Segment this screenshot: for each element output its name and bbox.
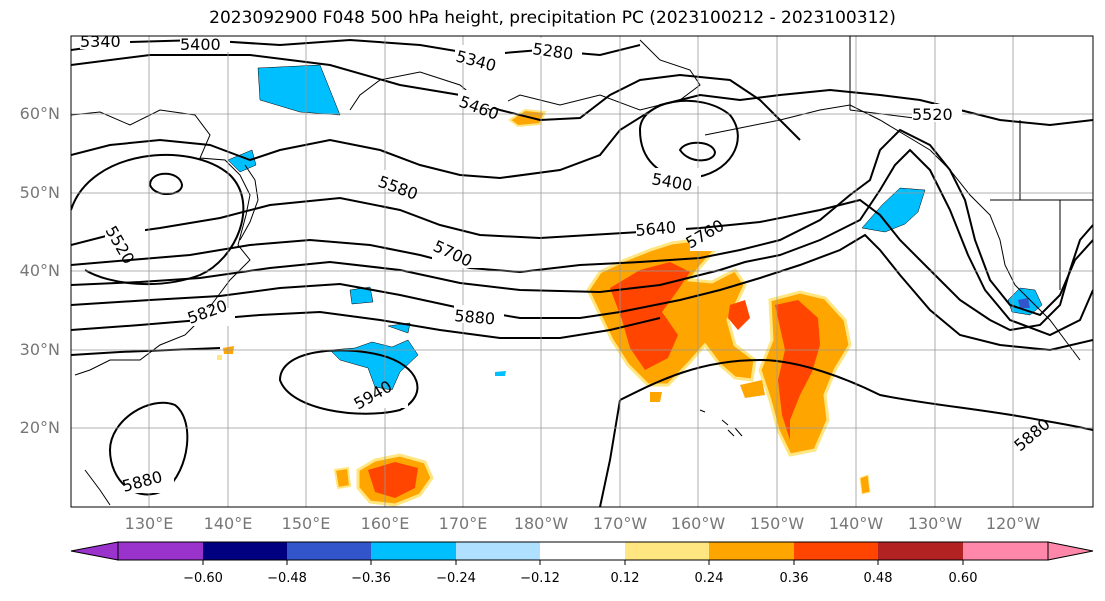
contour-label: 5880 [454,306,496,328]
colorbar-tick-label: −0.48 [267,571,307,586]
lat-label: 30°N [19,340,60,359]
colorbar-cell [118,542,203,560]
precip-shading [217,64,1043,507]
colorbar [70,541,1094,565]
colorbar-tick-label: −0.12 [520,571,560,586]
colorbar-cell [70,541,119,561]
colorbar-tick-label: 0.60 [948,571,978,586]
lon-label: 130°W [907,514,963,533]
lat-label: 50°N [19,183,60,202]
contour-label: 5520 [912,105,953,124]
coastlines [71,36,1093,506]
colorbar-tick-label: 0.12 [610,571,640,586]
colorbar-tick-label: 0.36 [779,571,809,586]
contour-label: 5400 [180,35,221,54]
colorbar-cell [203,542,287,560]
plot-frame [70,35,1094,508]
contour-label: 5640 [635,218,677,240]
lon-label: 140°E [203,514,253,533]
lon-label: 150°E [281,514,331,533]
lon-label: 170°E [438,514,488,533]
lat-label: 40°N [19,261,60,280]
lon-label: 150°W [749,514,805,533]
lon-label: 130°E [124,514,174,533]
lon-label: 160°W [670,514,726,533]
lon-label: 120°W [985,514,1041,533]
graticule [71,36,1093,507]
colorbar-tick-label: −0.24 [436,571,476,586]
lon-label: 140°W [828,514,884,533]
lon-label: 170°W [592,514,648,533]
colorbar-tick-label: −0.60 [183,571,223,586]
lon-label: 160°E [360,514,410,533]
lon-label: 180°W [513,514,569,533]
lat-label: 20°N [19,418,60,437]
colorbar-cell [625,542,709,560]
colorbar-cell [1047,541,1094,561]
colorbar-tick-label: 0.24 [694,571,724,586]
colorbar-cell [878,542,963,560]
colorbar-cell [963,542,1048,560]
colorbar-cell [287,542,371,560]
colorbar-cell [540,542,625,560]
colorbar-tick-label: 0.48 [863,571,893,586]
contour-label: 5340 [80,32,121,51]
colorbar-cell [371,542,456,560]
colorbar-cell [709,542,794,560]
colorbar-cell [794,542,878,560]
colorbar-tick-label: −0.36 [351,571,391,586]
colorbar-cell [456,542,540,560]
map-title: 2023092900 F048 500 hPa height, precipit… [209,8,896,28]
lat-label: 60°N [19,104,60,123]
